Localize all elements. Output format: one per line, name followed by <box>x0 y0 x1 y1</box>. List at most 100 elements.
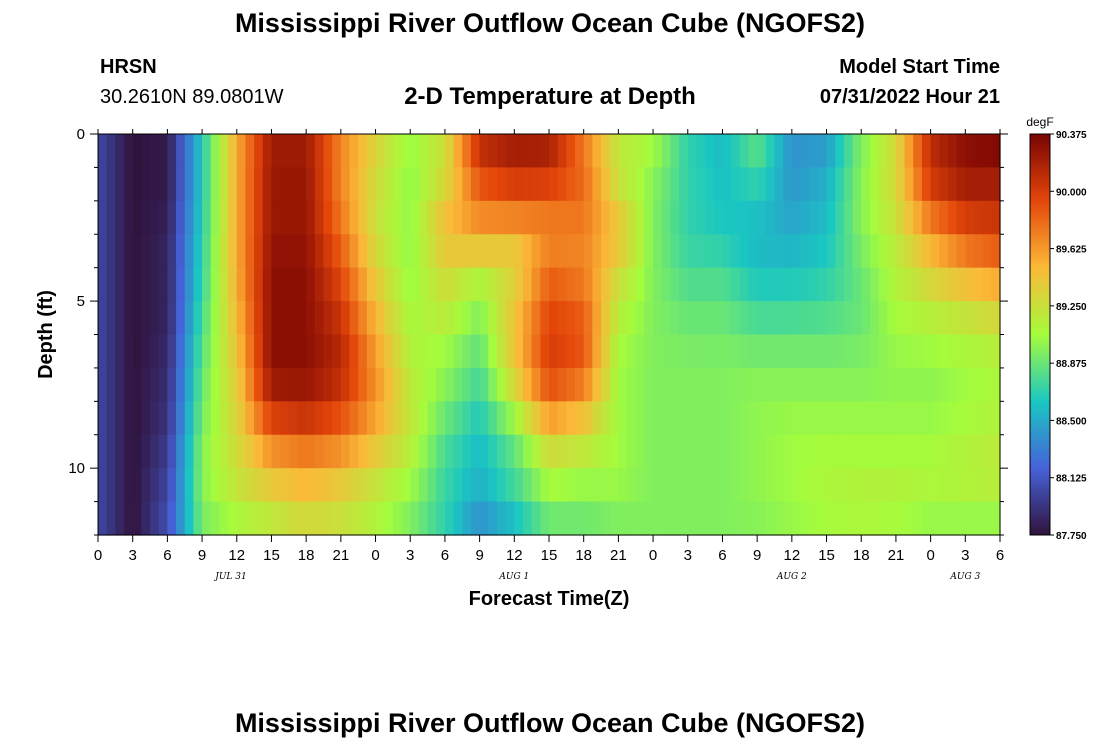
heatmap-cell <box>913 200 923 235</box>
colorbar-tick-label: 88.125 <box>1056 474 1087 485</box>
heatmap-cell <box>991 301 1001 336</box>
heatmap-cell <box>384 234 394 269</box>
heatmap-cell <box>956 434 966 469</box>
heatmap-cell <box>366 434 377 469</box>
heatmap-cell <box>366 501 377 536</box>
heatmap-cell <box>193 134 203 169</box>
heatmap-cell <box>514 301 524 336</box>
heatmap-cell <box>973 200 984 235</box>
heatmap-cell <box>644 367 654 402</box>
heatmap-cell <box>609 367 619 402</box>
heatmap-cell <box>514 468 524 503</box>
heatmap-cell <box>904 367 914 402</box>
heatmap-cell <box>748 334 758 369</box>
heatmap-cell <box>340 134 351 169</box>
heatmap-cell <box>661 134 672 169</box>
heatmap-cell <box>549 234 559 269</box>
heatmap-cell <box>410 434 420 469</box>
heatmap-cell <box>679 267 689 302</box>
heatmap-cell <box>765 200 776 235</box>
heatmap-cell <box>375 367 385 402</box>
heatmap-cell <box>522 200 533 235</box>
heatmap-cell <box>557 367 567 402</box>
heatmap-cell <box>470 434 481 469</box>
heatmap-cell <box>696 234 706 269</box>
heatmap-cell <box>566 301 576 336</box>
heatmap-cell <box>236 200 247 235</box>
heatmap-cell <box>358 200 368 235</box>
heatmap-cell <box>653 334 663 369</box>
heatmap-cell <box>514 234 524 269</box>
heatmap-cell <box>167 434 177 469</box>
heatmap-cell <box>141 234 151 269</box>
heatmap-cell <box>583 401 593 436</box>
heatmap-cell <box>470 401 481 436</box>
heatmap-cell <box>479 167 489 202</box>
heatmap-cell <box>783 167 793 202</box>
heatmap-cell <box>332 167 342 202</box>
heatmap-cell <box>566 234 576 269</box>
heatmap-cell <box>575 468 585 503</box>
heatmap-cell <box>297 134 307 169</box>
heatmap-cell <box>176 301 186 336</box>
heatmap-cell <box>496 301 507 336</box>
heatmap-cell <box>661 334 672 369</box>
heatmap-cell <box>809 434 819 469</box>
heatmap-cell <box>566 134 576 169</box>
heatmap-cell <box>895 401 906 436</box>
heatmap-cell <box>991 334 1001 369</box>
heatmap-cell <box>661 267 672 302</box>
heatmap-cell <box>410 301 420 336</box>
heatmap-cell <box>757 367 767 402</box>
heatmap-cell <box>887 334 897 369</box>
heatmap-cell <box>843 434 854 469</box>
heatmap-cell <box>817 267 828 302</box>
heatmap-cell <box>869 334 880 369</box>
heatmap-cell <box>878 267 888 302</box>
heatmap-cell <box>696 301 706 336</box>
heatmap-cell <box>531 401 541 436</box>
heatmap-cell <box>150 267 160 302</box>
heatmap-cell <box>236 167 247 202</box>
heatmap-cell <box>427 334 437 369</box>
heatmap-cell <box>852 301 862 336</box>
heatmap-cell <box>522 501 533 536</box>
heatmap-cell <box>349 167 359 202</box>
heatmap-cell <box>583 367 593 402</box>
heatmap-cell <box>739 200 750 235</box>
heatmap-cell <box>384 267 394 302</box>
heatmap-cell <box>895 434 906 469</box>
heatmap-cell <box>687 234 698 269</box>
heatmap-cell <box>722 367 732 402</box>
heatmap-cell <box>956 334 966 369</box>
heatmap-cell <box>930 501 940 536</box>
heatmap-cell <box>748 267 758 302</box>
heatmap-cell <box>470 301 481 336</box>
heatmap-cell <box>748 200 758 235</box>
x-tick-label: 9 <box>753 547 761 564</box>
heatmap-cell <box>852 134 862 169</box>
heatmap-cell <box>340 501 351 536</box>
heatmap-cell <box>323 434 333 469</box>
heatmap-cell <box>956 468 966 503</box>
heatmap-cell <box>774 167 784 202</box>
heatmap-cell <box>765 301 776 336</box>
heatmap-cell <box>392 468 403 503</box>
heatmap-cell <box>462 301 472 336</box>
heatmap-cell <box>852 401 862 436</box>
heatmap-cell <box>783 200 793 235</box>
heatmap-cell <box>748 134 758 169</box>
heatmap-cell <box>705 134 715 169</box>
heatmap-cell <box>800 468 810 503</box>
heatmap-cell <box>254 134 264 169</box>
heatmap-cell <box>722 501 732 536</box>
heatmap-cell <box>783 501 793 536</box>
heatmap-cell <box>366 401 377 436</box>
heatmap-cell <box>939 334 949 369</box>
heatmap-cell <box>522 167 533 202</box>
colorbar-gradient <box>1029 133 1051 536</box>
heatmap-cell <box>635 234 645 269</box>
heatmap-cell <box>549 334 559 369</box>
